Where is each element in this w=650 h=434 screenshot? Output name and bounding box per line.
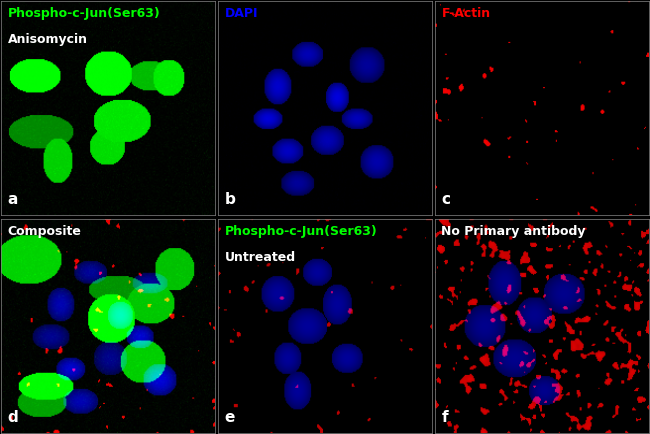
- Text: c: c: [441, 192, 450, 207]
- Text: DAPI: DAPI: [225, 7, 258, 20]
- Text: f: f: [441, 410, 448, 424]
- Text: Phospho-c-Jun(Ser63): Phospho-c-Jun(Ser63): [225, 225, 378, 238]
- Text: Anisomycin: Anisomycin: [8, 33, 88, 46]
- Text: Phospho-c-Jun(Ser63): Phospho-c-Jun(Ser63): [8, 7, 161, 20]
- Text: F-Actin: F-Actin: [441, 7, 491, 20]
- Text: e: e: [225, 410, 235, 424]
- Text: a: a: [8, 192, 18, 207]
- Text: d: d: [8, 410, 18, 424]
- Text: Composite: Composite: [8, 225, 82, 238]
- Text: b: b: [225, 192, 235, 207]
- Text: Untreated: Untreated: [225, 251, 296, 264]
- Text: No Primary antibody: No Primary antibody: [441, 225, 586, 238]
